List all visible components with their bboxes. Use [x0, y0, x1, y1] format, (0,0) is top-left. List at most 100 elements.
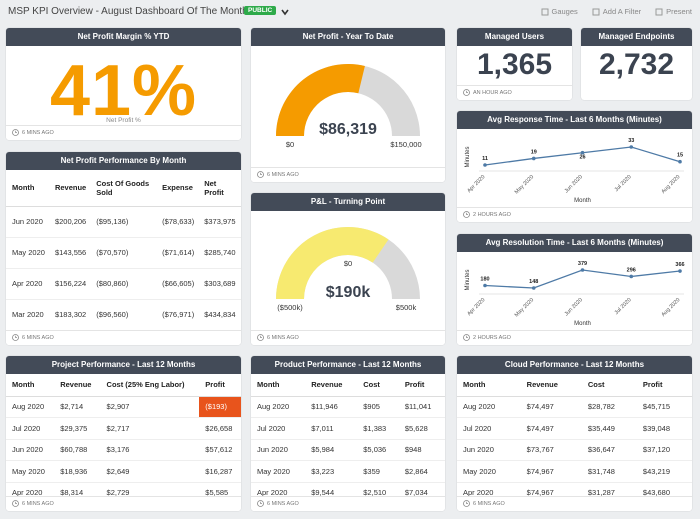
- clock-icon: [12, 334, 19, 341]
- table-row: May 2020 $18,936 $2,649 $16,287: [6, 460, 241, 483]
- table-cell: ($193): [199, 396, 241, 418]
- table-cell: Jun 2020: [6, 206, 49, 238]
- data-point: [531, 156, 536, 161]
- widget-card: Net Profit Performance By Month 6 MINS AG…: [6, 152, 241, 345]
- action-label: Present: [666, 7, 692, 16]
- updated-time: 6 MINS AGO: [22, 130, 54, 136]
- table-cell: $31,287: [581, 482, 637, 496]
- table-cell: $28,782: [581, 396, 637, 418]
- table-row: Apr 2020 $74,967 $31,287 $43,680: [457, 482, 692, 496]
- table-cell: May 2020: [6, 237, 49, 269]
- table-row: Jun 2020 $60,788 $3,176 $57,612: [6, 439, 241, 461]
- clock-hands: [466, 335, 468, 338]
- table-cell: $26,658: [199, 417, 241, 440]
- table-cell: Aug 2020: [6, 396, 55, 418]
- updated-time: 6 MINS AGO: [267, 335, 299, 341]
- data-table: Month Revenue Cost Of Goods Sold Expense Net…: [6, 170, 241, 330]
- dashboard-title: MSP KPI Overview - August Dashboard Of T…: [8, 6, 248, 17]
- table-cell: Jun 2020: [6, 439, 55, 461]
- table-cell: $2,864: [398, 460, 445, 483]
- kpi-caption: Net Profit %: [106, 117, 141, 124]
- table-row: Aug 2020 $74,497 $28,782 $45,715: [457, 396, 692, 418]
- kpi-value: 41%: [49, 51, 198, 131]
- data-table: Month Revenue Cost (25% Eng Labor) Profit Au…: [6, 374, 241, 496]
- column-header: Month: [251, 374, 306, 397]
- table-row: Apr 2020 $9,544 $2,510 $7,034: [251, 482, 445, 496]
- table-wrap: Month Revenue Cost Of Goods Sold Expense Net…: [6, 170, 241, 330]
- toolbar-action[interactable]: Present: [655, 7, 692, 16]
- kpi-value: 2,732: [598, 48, 675, 81]
- table-cell: $29,375: [54, 417, 101, 440]
- toolbar-action[interactable]: Add A Filter: [592, 7, 641, 16]
- updated-time: 6 MINS AGO: [267, 172, 299, 178]
- icon-shape: [592, 8, 600, 15]
- table-cell: $60,788: [54, 439, 101, 461]
- y-axis-title: Minutes: [465, 269, 471, 290]
- widget-footer: 2 HOURS AGO: [457, 207, 692, 222]
- table-cell: $7,034: [398, 482, 445, 496]
- series-line: [484, 269, 681, 289]
- toolbar: Gauges Add A Filter Present: [541, 7, 692, 16]
- clock-face: [257, 334, 264, 341]
- action-label: Add A Filter: [602, 7, 642, 16]
- table-cell: $373,975: [198, 206, 241, 238]
- header-row: Month Revenue Cost Profit: [251, 374, 445, 397]
- action-icon: [541, 8, 548, 15]
- updated-time: 2 HOURS AGO: [473, 335, 511, 341]
- table-cell: $5,036: [357, 439, 399, 461]
- clock-face: [257, 171, 264, 178]
- gauge-value: $190k: [326, 284, 371, 301]
- table-cell: $2,649: [100, 460, 200, 483]
- clock-hands: [260, 335, 262, 338]
- gauge: $190k ($500k) $500k $0: [276, 227, 420, 312]
- table-cell: $43,680: [636, 482, 692, 496]
- clock-icon: [12, 129, 19, 136]
- table-cell: Jul 2020: [457, 417, 521, 440]
- x-tick-label: Apr 2020: [466, 297, 486, 317]
- clock-hands: [466, 501, 468, 504]
- table-wrap: Month Revenue Cost Profit Aug 2020 $11,946 $90…: [251, 374, 445, 496]
- x-tick-label: Aug 2020: [661, 297, 682, 318]
- table-row: Jun 2020 $5,984 $5,036 $948: [251, 439, 445, 461]
- table-cell: $18,936: [54, 460, 101, 483]
- data-point: [483, 163, 487, 167]
- x-tick-label: Jul 2020: [614, 297, 633, 316]
- table-cell: Jun 2020: [457, 439, 521, 461]
- table-cell: $2,729: [100, 482, 200, 496]
- table-cell: $74,497: [520, 417, 582, 440]
- table-cell: $9,544: [305, 482, 358, 496]
- table-cell: ($70,570): [90, 237, 157, 269]
- gauge-value: $86,319: [319, 121, 377, 138]
- widget-title: Project Performance - Last 12 Months: [6, 356, 241, 374]
- column-header: Revenue: [305, 374, 358, 397]
- clock-face: [12, 500, 19, 507]
- widget-card: Managed Users AN HOUR AGO 1,365: [457, 28, 572, 100]
- widget-footer: 6 MINS AGO: [457, 496, 692, 511]
- table-cell: $45,715: [636, 396, 692, 418]
- data-point: [678, 159, 682, 164]
- y-axis-title: Minutes: [465, 146, 471, 167]
- table-cell: $3,223: [305, 460, 358, 483]
- column-header: Profit: [398, 374, 445, 397]
- widget-footer: 6 MINS AGO: [6, 125, 241, 140]
- widget-card: Project Performance - Last 12 Months 6 MI…: [6, 356, 241, 511]
- dropdown-chevron[interactable]: [281, 8, 289, 16]
- widget-card: P&L - Turning Point 6 MINS AGO $190k ($500k…: [251, 193, 445, 345]
- data-label: 148: [529, 279, 538, 285]
- table-cell: $43,219: [636, 460, 692, 483]
- table-cell: ($71,614): [156, 237, 199, 269]
- public-badge[interactable]: PUBLIC: [244, 6, 277, 15]
- x-tick-label: Aug 2020: [661, 174, 682, 195]
- widget-title: Product Performance - Last 12 Months: [251, 356, 445, 374]
- table-cell: $359: [357, 460, 399, 483]
- data-table: Month Revenue Cost Profit Aug 2020 $74,497 $28…: [457, 374, 692, 496]
- widget-title: Avg Resolution Time - Last 6 Months (Min…: [457, 234, 692, 252]
- toolbar-action[interactable]: Gauges: [541, 7, 578, 16]
- table-cell: $434,834: [198, 299, 241, 330]
- widget-card: Net Profit - Year To Date 6 MINS AGO $86,3…: [251, 28, 445, 182]
- table-cell: Jun 2020: [251, 439, 306, 461]
- data-point: [629, 145, 634, 149]
- table-cell: $2,907: [100, 396, 200, 418]
- column-header: Revenue: [54, 374, 101, 397]
- clock-hands: [15, 501, 17, 504]
